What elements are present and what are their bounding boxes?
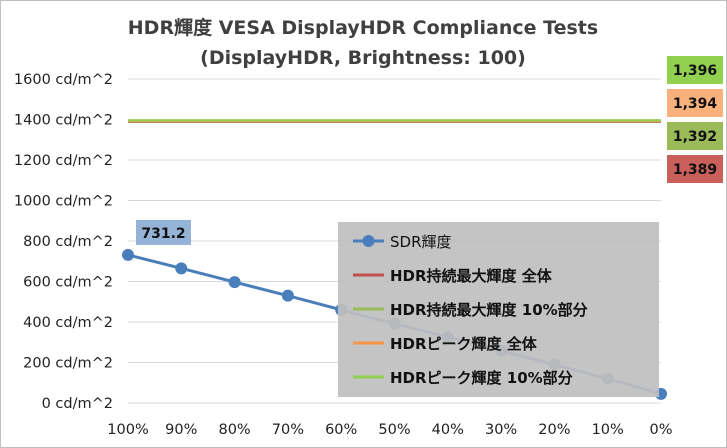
x-tick-label: 30% xyxy=(485,422,517,438)
y-tick-label: 1200 cd/m^2 xyxy=(14,153,113,169)
x-tick-label: 40% xyxy=(432,422,464,438)
hdr-value-label: 1,392 xyxy=(673,129,717,145)
x-tick-label: 20% xyxy=(538,422,570,438)
legend-label: HDRピーク輝度 10%部分 xyxy=(390,369,573,387)
y-tick-label: 0 cd/m^2 xyxy=(42,396,113,412)
y-tick-label: 400 cd/m^2 xyxy=(23,315,113,331)
x-tick-label: 50% xyxy=(378,422,410,438)
x-tick-label: 80% xyxy=(218,422,250,438)
hdr-value-labels: 1,396 1,394 1,392 1,389 xyxy=(667,56,723,183)
hdr-value-box xyxy=(667,56,723,84)
callout-box xyxy=(136,219,191,245)
hdr-value-label: 1,396 xyxy=(673,63,717,79)
legend: SDR輝度 HDR持続最大輝度 全体 HDR持続最大輝度 10%部分 HDRピーク輝度… xyxy=(338,222,659,397)
y-tick-label: 800 cd/m^2 xyxy=(23,234,113,250)
legend-marker xyxy=(362,235,375,247)
hdr-value-box xyxy=(667,155,723,183)
x-tick-label: 100% xyxy=(107,422,148,438)
sdr-callout: 731.2 xyxy=(136,219,191,245)
legend-label: HDR持続最大輝度 全体 xyxy=(390,267,553,285)
sdr-point xyxy=(281,289,294,302)
callout-label: 731.2 xyxy=(141,226,185,242)
y-tick-label: 200 cd/m^2 xyxy=(23,356,113,372)
hdr-lines xyxy=(128,119,661,123)
x-tick-label: 10% xyxy=(592,422,624,438)
legend-label: HDR持続最大輝度 10%部分 xyxy=(390,301,588,319)
sdr-point xyxy=(228,276,241,289)
legend-label: SDR輝度 xyxy=(390,233,452,251)
y-tick-label: 1000 cd/m^2 xyxy=(14,194,113,210)
y-tick-label: 600 cd/m^2 xyxy=(23,275,113,291)
legend-label: HDRピーク輝度 全体 xyxy=(390,335,538,353)
x-tick-label: 90% xyxy=(165,422,197,438)
chart-title: HDR輝度 VESA DisplayHDR Compliance Tests xyxy=(128,16,598,39)
y-axis-ticks: 0 cd/m^2 200 cd/m^2 400 cd/m^2 600 cd/m^2 80… xyxy=(14,72,113,412)
hdr-value-label: 1,394 xyxy=(673,96,718,112)
sdr-point xyxy=(175,262,188,275)
x-axis-ticks: 100% 90% 80% 70% 60% 50% 40% 30% 20% 10% 0% xyxy=(107,422,672,438)
sdr-point xyxy=(122,248,134,261)
hdr-value-box xyxy=(667,89,723,117)
y-tick-label: 1400 cd/m^2 xyxy=(14,113,113,129)
x-tick-label: 0% xyxy=(649,422,672,438)
y-tick-label: 1600 cd/m^2 xyxy=(14,72,113,88)
hdr-value-box xyxy=(667,122,723,150)
x-tick-label: 60% xyxy=(325,422,357,438)
x-tick-label: 70% xyxy=(272,422,304,438)
chart-subtitle: (DisplayHDR, Brightness: 100) xyxy=(200,47,526,69)
hdr-value-label: 1,389 xyxy=(673,162,717,178)
legend-box xyxy=(338,222,659,397)
